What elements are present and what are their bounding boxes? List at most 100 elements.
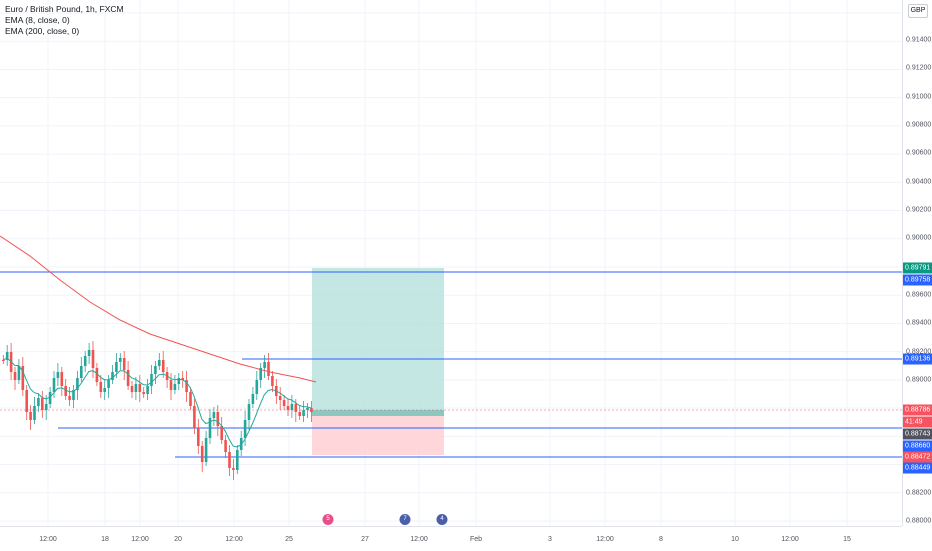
entry-band [312, 410, 444, 416]
candle-body [193, 406, 196, 428]
candle-body [37, 398, 40, 406]
candle-body [228, 452, 231, 468]
price-tag-target: 0.89791 [903, 262, 932, 274]
time-axis[interactable] [0, 526, 902, 551]
price-label: 0.88200 [906, 489, 932, 497]
economic-event-icon[interactable]: 4 [436, 514, 448, 525]
candle-body [271, 376, 274, 386]
time-label: 3 [548, 536, 552, 543]
time-label: 12:00 [410, 536, 428, 543]
candle-body [204, 438, 208, 462]
ema-200-line [0, 235, 317, 383]
candle-body [25, 390, 28, 412]
candle-body [294, 404, 298, 412]
candle-body [21, 366, 25, 390]
candle-body [44, 404, 48, 410]
candle-body [286, 406, 290, 410]
candle-body [259, 368, 262, 380]
price-tag-stop: 0.88472 [903, 451, 932, 463]
candle-body [119, 358, 122, 362]
symbol-title[interactable]: Euro / British Pound, 1h, FXCM [5, 4, 124, 14]
candle-body [17, 366, 21, 380]
candle-body [243, 420, 247, 438]
price-label: 0.91400 [906, 36, 932, 44]
time-label: 12:00 [39, 536, 57, 543]
candle-body [150, 374, 153, 386]
currency-button[interactable]: GBP [908, 4, 928, 18]
candle-body [181, 378, 184, 380]
price-label: 0.89000 [906, 376, 932, 384]
candle-body [212, 412, 216, 418]
candle-body [224, 440, 227, 452]
candle-body [138, 384, 142, 392]
price-label: 0.88000 [906, 517, 932, 525]
candle-body [111, 372, 114, 380]
price-chart[interactable] [0, 0, 902, 526]
candle-body [72, 390, 75, 400]
candle-body [185, 380, 188, 392]
price-label: 0.91200 [906, 64, 932, 72]
candle-body [197, 428, 200, 446]
chart-pane[interactable]: Euro / British Pound, 1h, FXCM EMA (8, c… [0, 0, 902, 526]
candle-body [161, 360, 165, 372]
time-label: 27 [361, 536, 369, 543]
candle-body [310, 408, 313, 412]
candle-body [60, 372, 64, 386]
price-label: 0.91000 [906, 93, 932, 101]
profit-zone [312, 268, 444, 410]
time-label: 15 [843, 536, 851, 543]
candle-body [255, 380, 259, 394]
candle-body [68, 396, 71, 400]
time-label: 25 [285, 536, 293, 543]
price-label: 0.89600 [906, 291, 932, 299]
ema-8-indicator[interactable]: EMA (8, close, 0) [5, 15, 70, 25]
candle-body [95, 368, 99, 382]
candle-body [154, 366, 157, 374]
economic-event-icon[interactable]: 7 [399, 514, 411, 525]
candle-body [52, 378, 56, 392]
price-tag-current: 0.88786 [903, 404, 932, 416]
ema-200-indicator[interactable]: EMA (200, close, 0) [5, 26, 80, 36]
price-label: 0.90200 [906, 206, 932, 214]
countdown-tag: 41:49 [903, 416, 932, 428]
candle-body [173, 384, 177, 390]
time-label: 8 [659, 536, 663, 543]
chart-legend: Euro / British Pound, 1h, FXCM EMA (8, c… [5, 4, 124, 37]
economic-event-icon[interactable]: 5 [322, 514, 334, 525]
candle-body [29, 412, 32, 420]
candle-body [169, 380, 173, 390]
candle-body [306, 408, 309, 410]
candle-body [298, 412, 301, 416]
candle-body [146, 386, 149, 394]
price-label: 0.90000 [906, 234, 932, 242]
candle-body [189, 392, 192, 406]
candle-body [200, 446, 204, 462]
candle-body [177, 378, 181, 384]
candle-body [41, 398, 44, 410]
price-label: 0.90400 [906, 178, 932, 186]
price-tag-entry: 0.88743 [903, 428, 932, 440]
candle-body [126, 370, 130, 386]
candle-body [236, 450, 239, 470]
candle-body [48, 392, 52, 404]
ema-8-line [2, 357, 312, 448]
candle-body [158, 360, 161, 366]
time-label: 10 [731, 536, 739, 543]
candle-body [220, 426, 223, 440]
candle-body [232, 468, 235, 470]
price-tag-line: 0.88449 [903, 462, 932, 474]
time-label: 12:00 [131, 536, 149, 543]
candle-body [13, 372, 17, 380]
candle-body [76, 378, 79, 390]
price-label: 0.89200 [906, 348, 932, 356]
candle-body [64, 386, 67, 396]
loss-zone [312, 416, 444, 455]
time-label: Feb [469, 536, 483, 543]
price-label: 0.89400 [906, 319, 932, 327]
price-label: 0.90600 [906, 149, 932, 157]
candle-body [290, 404, 294, 410]
candle-body [91, 350, 95, 368]
time-label: 12:00 [781, 536, 799, 543]
candle-body [80, 366, 83, 378]
candle-body [302, 410, 305, 416]
